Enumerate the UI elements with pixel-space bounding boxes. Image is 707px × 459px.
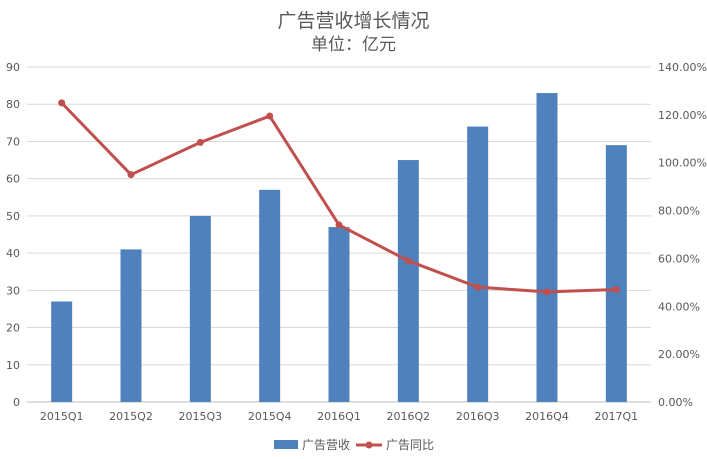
category-label: 2015Q2 [109,410,153,423]
legend-swatch-marker [365,441,373,449]
line-point [543,288,551,296]
right-tick-label: 60.00% [658,252,700,265]
left-tick-label: 0 [13,396,20,409]
left-tick-label: 80 [6,98,20,111]
line-point [266,112,274,120]
bar [120,249,142,402]
line-point [612,286,620,294]
category-label: 2015Q1 [40,410,84,423]
line-point [335,221,343,229]
category-label: 2015Q3 [179,410,223,423]
bar [536,93,558,403]
right-tick-label: 20.00% [658,348,700,361]
left-tick-label: 50 [6,210,20,223]
right-tick-label: 120.00% [658,109,707,122]
bar [467,126,489,403]
right-tick-label: 100.00% [658,157,707,170]
left-tick-label: 10 [6,359,20,372]
legend-label-line: 广告同比 [386,438,434,452]
left-tick-label: 90 [6,61,20,74]
left-tick-label: 20 [6,322,20,335]
category-label: 2016Q2 [387,410,431,423]
bar [605,145,627,402]
bar [259,189,281,402]
line-point [474,283,482,291]
category-label: 2017Q1 [595,410,639,423]
legend-label-bar: 广告营收 [302,438,350,452]
right-tick-label: 80.00% [658,205,700,218]
line-point [127,171,135,179]
left-tick-label: 60 [6,173,20,186]
left-tick-label: 30 [6,284,20,297]
chart-subtitle: 单位：亿元 [311,35,396,55]
bar [328,227,350,402]
legend-swatch-bar [274,440,298,449]
category-label: 2016Q4 [525,410,569,423]
line-point [196,138,204,146]
category-label: 2016Q3 [456,410,500,423]
bar [189,215,211,402]
right-tick-label: 140.00% [658,61,707,74]
left-tick-label: 70 [6,135,20,148]
right-tick-label: 40.00% [658,300,700,313]
category-label: 2015Q4 [248,410,292,423]
category-label: 2016Q1 [317,410,361,423]
chart-title: 广告营收增长情况 [277,10,430,32]
line-point [404,257,412,265]
bar [397,160,419,402]
bar [51,301,73,402]
right-tick-label: 0.00% [658,396,693,409]
line-point [58,99,66,107]
left-tick-label: 40 [6,247,20,260]
